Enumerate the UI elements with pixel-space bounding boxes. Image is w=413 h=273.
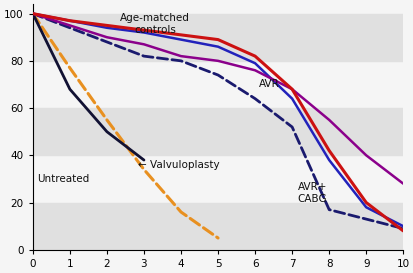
Text: ← Valvuloplasty: ← Valvuloplasty bbox=[138, 160, 219, 170]
Text: AVR+
CABG: AVR+ CABG bbox=[297, 182, 327, 204]
Bar bbox=[33, 203, 402, 250]
Text: Age-matched
controls: Age-matched controls bbox=[120, 13, 190, 35]
Bar bbox=[33, 108, 402, 155]
Text: AVR: AVR bbox=[258, 79, 279, 90]
Text: Untreated: Untreated bbox=[37, 174, 89, 184]
Bar bbox=[33, 14, 402, 61]
